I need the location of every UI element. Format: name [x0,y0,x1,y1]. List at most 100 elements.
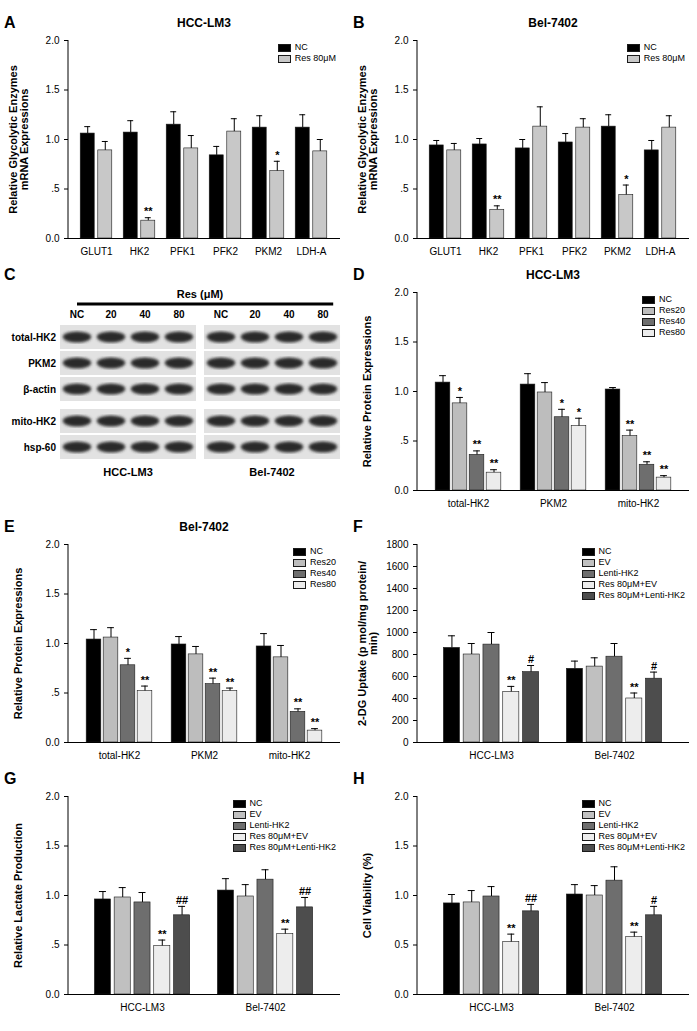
svg-text:.5: .5 [400,435,409,446]
svg-text:1000: 1000 [386,627,409,638]
svg-text:**: ** [626,418,635,430]
svg-text:0.0: 0.0 [46,989,60,1000]
svg-text:2.0: 2.0 [395,791,409,802]
svg-text:PKM2: PKM2 [604,246,632,257]
svg-text:1.0: 1.0 [395,890,409,901]
svg-text:**: ** [281,917,290,929]
svg-text:Relative Protein Expressions: Relative Protein Expressions [361,316,373,468]
svg-text:80: 80 [317,309,329,320]
svg-text:β-actin: β-actin [23,384,56,395]
svg-text:PFK1: PFK1 [170,246,195,257]
svg-text:**: ** [226,676,235,688]
svg-text:Bel-7402: Bel-7402 [594,1002,634,1013]
svg-text:NC: NC [214,309,228,320]
svg-text:PKM2: PKM2 [28,358,56,369]
svg-text:Bel-7402: Bel-7402 [249,466,294,478]
svg-text:**: ** [630,920,639,932]
svg-text:1.0: 1.0 [395,134,409,145]
svg-text:40: 40 [139,309,151,320]
svg-text:HCC-LM3: HCC-LM3 [469,1002,514,1013]
svg-text:PKM2: PKM2 [540,498,568,509]
svg-text:400: 400 [392,693,409,704]
svg-text:Relative Lactate Production: Relative Lactate Production [12,823,24,968]
svg-text:##: ## [525,892,537,904]
svg-text:#: # [528,653,534,665]
svg-text:2.0: 2.0 [46,539,60,550]
svg-text:Relative Protein Expressions: Relative Protein Expressions [12,568,24,720]
svg-text:.5: .5 [51,687,60,698]
svg-text:Res (μM): Res (μM) [177,288,224,300]
svg-text:**: ** [630,681,639,693]
svg-text:*: * [458,385,463,397]
svg-text:2.0: 2.0 [46,791,60,802]
svg-text:**: ** [660,463,669,475]
svg-text:20: 20 [105,309,117,320]
svg-text:total-HK2: total-HK2 [448,498,490,509]
svg-text:1.0: 1.0 [46,134,60,145]
svg-text:total-HK2: total-HK2 [12,332,57,343]
svg-text:**: ** [209,666,218,678]
svg-text:HCC-LM3: HCC-LM3 [120,1002,165,1013]
svg-text:*: * [560,397,565,409]
svg-text:Cell Viability (%): Cell Viability (%) [361,852,373,938]
svg-text:2.0: 2.0 [395,287,409,298]
svg-text:1.5: 1.5 [395,84,409,95]
svg-text:Relative Glycolytic EnzymesmRN: Relative Glycolytic EnzymesmRNA Expressi… [7,65,30,214]
svg-text:PFK1: PFK1 [519,246,544,257]
svg-text:1.5: 1.5 [395,840,409,851]
svg-text:GLUT1: GLUT1 [429,246,462,257]
svg-text:**: ** [473,438,482,450]
svg-text:**: ** [158,928,167,940]
svg-text:Bel-7402: Bel-7402 [245,1002,285,1013]
svg-text:0: 0 [403,737,409,748]
svg-text:hsp-60: hsp-60 [24,442,57,453]
svg-text:LDH-A: LDH-A [296,246,326,257]
svg-text:Relative Glycolytic EnzymesmRN: Relative Glycolytic EnzymesmRNA Expressi… [356,65,379,214]
svg-text:##: ## [299,885,311,897]
svg-text:HCC-LM3: HCC-LM3 [469,750,514,761]
svg-text:**: ** [507,922,516,934]
svg-text:.5: .5 [400,183,409,194]
svg-text:HK2: HK2 [479,246,499,257]
svg-text:*: * [577,406,582,418]
svg-text:PFK2: PFK2 [562,246,587,257]
svg-text:1200: 1200 [386,605,409,616]
svg-text:*: * [126,646,131,658]
svg-text:1.5: 1.5 [46,588,60,599]
svg-text:0.0: 0.0 [395,989,409,1000]
svg-text:**: ** [311,716,320,728]
svg-text:20: 20 [249,309,261,320]
svg-text:0.0: 0.0 [395,485,409,496]
svg-text:600: 600 [392,671,409,682]
svg-text:0.0: 0.0 [46,233,60,244]
svg-text:**: ** [490,457,499,469]
svg-text:.5: .5 [51,183,60,194]
svg-text:0.5: 0.5 [395,939,409,950]
svg-text:*: * [624,173,629,185]
svg-text:HK2: HK2 [130,246,150,257]
svg-text:80: 80 [173,309,185,320]
svg-text:1.5: 1.5 [46,840,60,851]
svg-text:PFK2: PFK2 [213,246,238,257]
svg-text:mito-HK2: mito-HK2 [618,498,660,509]
svg-text:*: * [275,149,280,161]
svg-text:Bel-7402: Bel-7402 [594,750,634,761]
svg-text:GLUT1: GLUT1 [80,246,113,257]
svg-text:**: ** [493,193,502,205]
svg-text:1.5: 1.5 [395,336,409,347]
svg-text:1400: 1400 [386,583,409,594]
svg-text:1.0: 1.0 [46,638,60,649]
svg-text:1.0: 1.0 [395,386,409,397]
svg-text:40: 40 [283,309,295,320]
svg-text:**: ** [144,205,153,217]
svg-text:0.0: 0.0 [395,233,409,244]
svg-text:800: 800 [392,649,409,660]
svg-text:mito-HK2: mito-HK2 [269,750,311,761]
svg-text:1.0: 1.0 [46,890,60,901]
svg-text:mito-HK2: mito-HK2 [12,416,57,427]
svg-text:total-HK2: total-HK2 [99,750,141,761]
svg-text:PKM2: PKM2 [255,246,283,257]
svg-text:LDH-A: LDH-A [645,246,675,257]
svg-text:1800: 1800 [386,539,409,550]
svg-text:PKM2: PKM2 [191,750,219,761]
